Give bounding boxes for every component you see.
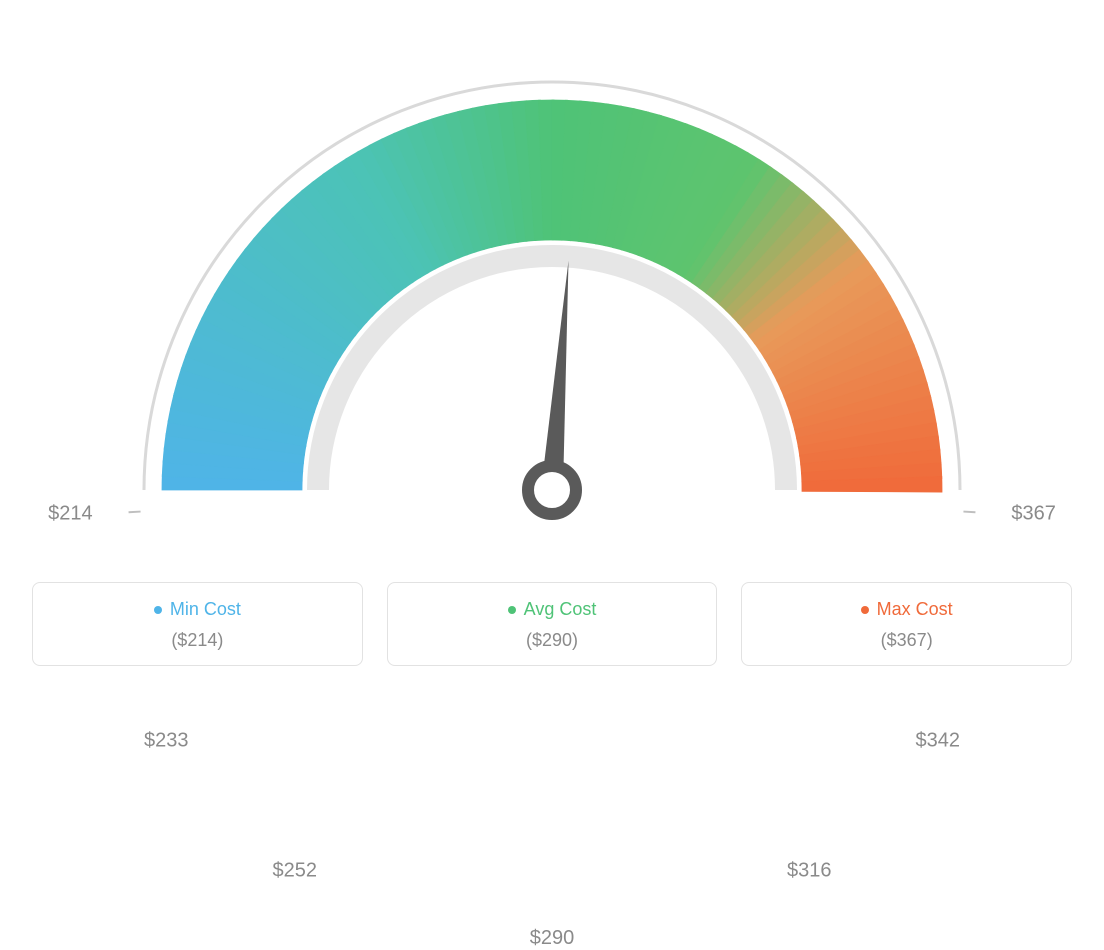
gauge-scale-label: $342 xyxy=(916,729,961,752)
legend-min-label-text: Min Cost xyxy=(170,599,241,620)
legend-avg-label: Avg Cost xyxy=(508,599,597,620)
gauge-scale-label: $214 xyxy=(48,503,93,526)
legend-min-dot xyxy=(154,606,162,614)
gauge-scale-label: $290 xyxy=(530,927,575,950)
legend-avg-value: ($290) xyxy=(408,630,697,651)
legend-avg-card: Avg Cost ($290) xyxy=(387,582,718,666)
legend-max-label: Max Cost xyxy=(861,599,953,620)
gauge-scale-label: $316 xyxy=(787,860,832,883)
legend-max-label-text: Max Cost xyxy=(877,599,953,620)
legend-max-dot xyxy=(861,606,869,614)
legend-min-value: ($214) xyxy=(53,630,342,651)
legend-row: Min Cost ($214) Avg Cost ($290) Max Cost… xyxy=(32,582,1072,666)
gauge-scale-label: $252 xyxy=(273,860,318,883)
legend-avg-dot xyxy=(508,606,516,614)
legend-avg-label-text: Avg Cost xyxy=(524,599,597,620)
legend-min-label: Min Cost xyxy=(154,599,241,620)
legend-max-value: ($367) xyxy=(762,630,1051,651)
gauge-scale-label: $233 xyxy=(144,729,189,752)
cost-gauge: $214$233$252$290$316$342$367 xyxy=(0,0,1104,560)
legend-max-card: Max Cost ($367) xyxy=(741,582,1072,666)
legend-min-card: Min Cost ($214) xyxy=(32,582,363,666)
gauge-scale-label: $367 xyxy=(1011,503,1056,526)
